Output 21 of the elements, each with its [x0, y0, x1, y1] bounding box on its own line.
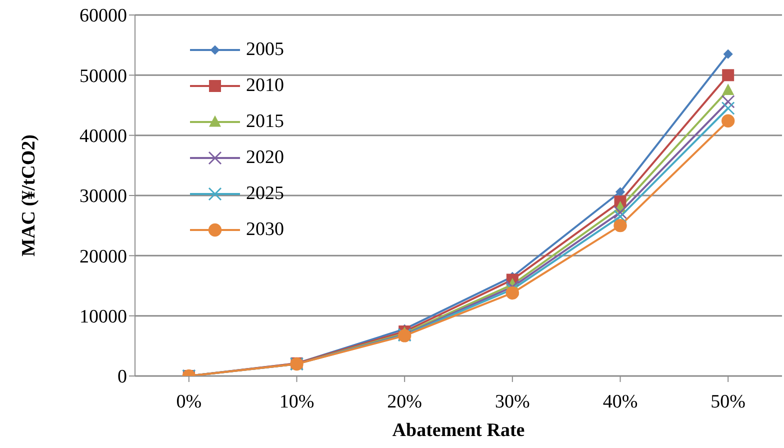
x-axis-title: Abatement Rate [392, 420, 525, 441]
legend-label: 2025 [246, 183, 284, 204]
legend-label: 2030 [246, 219, 284, 240]
y-tick-label: 50000 [80, 66, 127, 87]
y-tick-label: 30000 [80, 186, 127, 208]
y-tick-label: 60000 [80, 6, 127, 27]
y-tick-label: 40000 [80, 126, 127, 148]
legend-label: 2020 [246, 147, 284, 168]
x-tick-label: 50% [710, 391, 746, 412]
x-tick-label: 20% [387, 391, 422, 412]
x-tick-label: 40% [602, 391, 638, 412]
y-tick-label: 10000 [80, 306, 127, 328]
y-tick-label: 20000 [80, 246, 127, 268]
x-tick-label: 30% [495, 391, 530, 412]
x-tick-label: 0% [176, 391, 202, 412]
x-tick-label: 10% [279, 391, 314, 412]
y-tick-label: 0 [118, 366, 127, 388]
y-axis-title: MAC (¥/tCO2) [18, 134, 40, 256]
legend-label: 2015 [246, 111, 284, 132]
legend-label: 2005 [246, 39, 284, 60]
legend-label: 2010 [246, 75, 284, 96]
